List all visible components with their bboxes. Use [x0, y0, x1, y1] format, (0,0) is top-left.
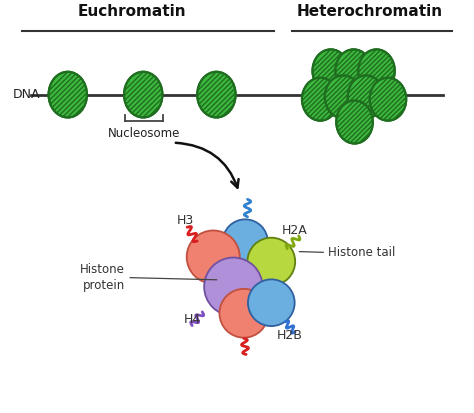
Ellipse shape — [302, 78, 338, 121]
Ellipse shape — [124, 72, 163, 117]
Circle shape — [219, 289, 268, 338]
Circle shape — [247, 238, 295, 285]
Ellipse shape — [348, 76, 384, 119]
Ellipse shape — [48, 72, 87, 117]
Text: Histone
protein: Histone protein — [80, 263, 125, 292]
Text: H2B: H2B — [277, 329, 302, 342]
Circle shape — [187, 230, 240, 284]
Ellipse shape — [325, 76, 361, 119]
Text: H4: H4 — [183, 313, 201, 326]
Circle shape — [204, 258, 263, 316]
Circle shape — [248, 279, 295, 326]
Text: Heterochromatin: Heterochromatin — [297, 4, 443, 19]
Ellipse shape — [312, 49, 349, 93]
Ellipse shape — [358, 49, 395, 93]
Ellipse shape — [335, 49, 372, 93]
Circle shape — [223, 219, 268, 264]
Text: H2A: H2A — [282, 224, 308, 237]
Ellipse shape — [370, 78, 406, 121]
Ellipse shape — [197, 72, 236, 117]
Text: Euchromatin: Euchromatin — [77, 4, 186, 19]
Text: Histone tail: Histone tail — [328, 246, 396, 259]
Ellipse shape — [336, 101, 373, 144]
Text: Nucleosome: Nucleosome — [108, 127, 180, 140]
Text: DNA: DNA — [13, 88, 40, 101]
Text: H3: H3 — [177, 214, 194, 227]
